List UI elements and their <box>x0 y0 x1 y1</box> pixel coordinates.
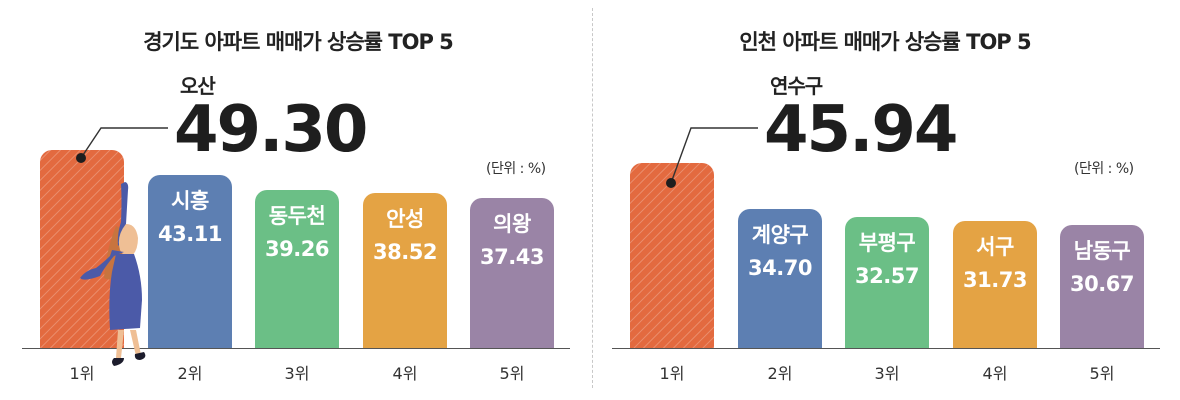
gyeonggi-rank-5: 5위 <box>499 364 525 383</box>
incheon-bar-label-gyeyang: 계양구 34.70 <box>738 219 822 285</box>
gyeonggi-callout-dot <box>76 153 86 163</box>
gyeonggi-callout-line <box>80 127 168 159</box>
incheon-bar-gyeyang: 계양구 34.70 <box>738 209 822 348</box>
incheon-rank-4: 4위 <box>982 364 1008 383</box>
gyeonggi-category-anseong: 안성 <box>386 207 424 231</box>
gyeonggi-rank-4: 4위 <box>392 364 418 383</box>
incheon-callout-line <box>670 127 758 184</box>
gyeonggi-category-siheung: 시흥 <box>171 189 209 213</box>
gyeonggi-title: 경기도 아파트 매매가 상승률 TOP 5 <box>143 30 454 54</box>
gyeonggi-bar-uiwang: 의왕 37.43 <box>470 198 554 348</box>
incheon-bar-label-seo: 서구 31.73 <box>953 231 1037 297</box>
gyeonggi-category-dongducheon: 동두천 <box>268 204 326 228</box>
incheon-bar-label-namdong: 남동구 30.67 <box>1060 235 1144 301</box>
gyeonggi-bar-anseong: 안성 38.52 <box>363 193 447 348</box>
gyeonggi-bar-dongducheon: 동두천 39.26 <box>255 190 339 348</box>
incheon-value-bupyeong: 32.57 <box>855 264 919 288</box>
incheon-bar-label-bupyeong: 부평구 32.57 <box>845 227 929 293</box>
gyeonggi-baseline <box>22 348 570 349</box>
incheon-value-gyeyang: 34.70 <box>748 256 812 280</box>
incheon-rank-1: 1위 <box>659 364 685 383</box>
gyeonggi-rank-3: 3위 <box>284 364 310 383</box>
gyeonggi-top-name: 오산 <box>180 74 216 98</box>
incheon-bar-bupyeong: 부평구 32.57 <box>845 217 929 348</box>
gyeonggi-top-value: 49.30 <box>174 93 368 167</box>
woman-illustration <box>80 182 146 366</box>
gyeonggi-category-uiwang: 의왕 <box>493 212 531 236</box>
incheon-rank-3: 3위 <box>874 364 900 383</box>
incheon-category-namdong: 남동구 <box>1073 239 1131 263</box>
incheon-baseline <box>612 348 1160 349</box>
incheon-category-bupyeong: 부평구 <box>858 231 916 255</box>
gyeonggi-bar-label-anseong: 안성 38.52 <box>363 203 447 269</box>
gyeonggi-bar-label-uiwang: 의왕 37.43 <box>470 208 554 274</box>
incheon-value-seo: 31.73 <box>963 268 1027 292</box>
gyeonggi-rank-1: 1위 <box>69 364 95 383</box>
incheon-rank-2: 2위 <box>767 364 793 383</box>
incheon-bar-seo: 서구 31.73 <box>953 221 1037 348</box>
incheon-category-gyeyang: 계양구 <box>751 223 809 247</box>
incheon-callout-dot <box>666 178 676 188</box>
incheon-top-name: 연수구 <box>770 74 823 98</box>
incheon-value-namdong: 30.67 <box>1070 272 1134 296</box>
gyeonggi-value-dongducheon: 39.26 <box>265 237 329 261</box>
gyeonggi-value-uiwang: 37.43 <box>480 245 544 269</box>
gyeonggi-bar-siheung: 시흥 43.11 <box>148 175 232 348</box>
incheon-rank-5: 5위 <box>1089 364 1115 383</box>
gyeonggi-value-siheung: 43.11 <box>158 222 222 246</box>
incheon-callout <box>666 127 758 188</box>
gyeonggi-bar-label-siheung: 시흥 43.11 <box>148 185 232 251</box>
gyeonggi-callout <box>76 127 168 163</box>
gyeonggi-unit: (단위 : %) <box>486 161 546 177</box>
incheon-title: 인천 아파트 매매가 상승률 TOP 5 <box>739 30 1031 54</box>
gyeonggi-value-anseong: 38.52 <box>373 240 437 264</box>
incheon-top-value: 45.94 <box>764 93 958 167</box>
panel-divider <box>592 8 593 388</box>
gyeonggi-rank-2: 2위 <box>177 364 203 383</box>
incheon-category-seo: 서구 <box>976 235 1014 259</box>
incheon-unit: (단위 : %) <box>1074 161 1134 177</box>
incheon-bar-namdong: 남동구 30.67 <box>1060 225 1144 348</box>
gyeonggi-bar-label-dongducheon: 동두천 39.26 <box>255 200 339 266</box>
incheon-bar-yeonsu <box>630 163 714 348</box>
